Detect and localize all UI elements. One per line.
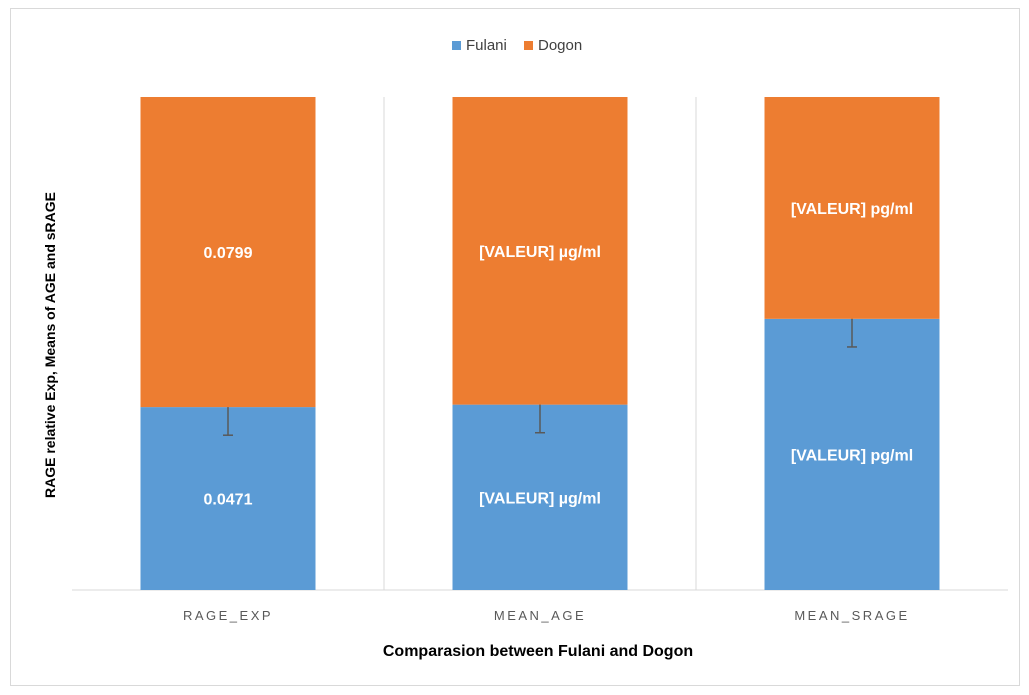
bar-fulani-mean_srage xyxy=(764,318,940,590)
bars: 0.0471 0.0799 [VALEUR] µg/ml [VALEUR] µg/ml… xyxy=(140,97,940,590)
bar-fulani-mean_age xyxy=(452,404,628,590)
bar-dogon-mean_srage xyxy=(764,97,940,319)
data-label-dogon-rage_exp: 0.0799 xyxy=(204,245,253,262)
x-axis-title: Comparasion between Fulani and Dogon xyxy=(383,643,693,660)
y-axis-title: RAGE relative Exp, Means of AGE and sRAG… xyxy=(42,192,58,498)
bar-dogon-mean_age xyxy=(452,97,628,405)
x-tick-label: RAGE_EXP xyxy=(183,608,273,623)
data-label-dogon-mean_age: [VALEUR] µg/ml xyxy=(479,244,601,261)
bar-dogon-rage_exp xyxy=(140,97,316,408)
bar-fulani-rage_exp xyxy=(140,407,316,590)
legend-label-fulani: Fulani xyxy=(466,37,507,54)
x-tick-labels: RAGE_EXP MEAN_AGE MEAN_SRAGE xyxy=(183,608,909,623)
legend-swatch-dogon xyxy=(524,41,533,50)
data-label-dogon-mean_srage: [VALEUR] pg/ml xyxy=(791,201,913,218)
data-label-fulani-mean_age: [VALEUR] µg/ml xyxy=(479,490,601,507)
legend: Fulani Dogon xyxy=(452,37,582,54)
legend-swatch-fulani xyxy=(452,41,461,50)
data-label-fulani-rage_exp: 0.0471 xyxy=(204,492,253,509)
x-tick-label: MEAN_SRAGE xyxy=(794,608,909,623)
data-label-fulani-mean_srage: [VALEUR] pg/ml xyxy=(791,447,913,464)
legend-label-dogon: Dogon xyxy=(538,37,582,54)
x-tick-label: MEAN_AGE xyxy=(494,608,586,623)
